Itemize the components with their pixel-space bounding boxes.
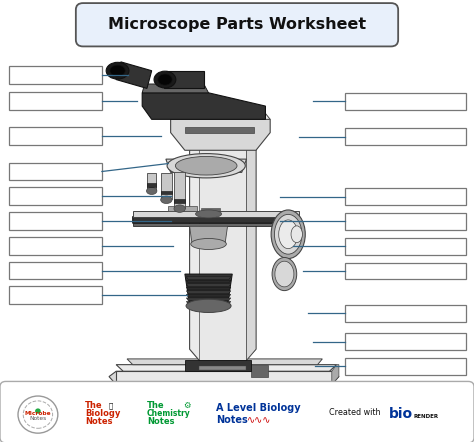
Polygon shape	[186, 287, 231, 290]
FancyBboxPatch shape	[345, 358, 466, 375]
Text: Chemistry: Chemistry	[147, 409, 191, 418]
FancyBboxPatch shape	[345, 238, 466, 255]
Polygon shape	[186, 280, 231, 283]
Bar	[168, 206, 197, 211]
FancyBboxPatch shape	[9, 212, 102, 230]
Ellipse shape	[195, 210, 221, 218]
FancyBboxPatch shape	[345, 263, 466, 279]
Ellipse shape	[174, 205, 185, 212]
FancyBboxPatch shape	[345, 188, 466, 205]
FancyBboxPatch shape	[345, 128, 466, 145]
Bar	[174, 199, 185, 203]
Polygon shape	[171, 110, 270, 119]
Polygon shape	[199, 141, 246, 360]
Polygon shape	[186, 294, 231, 297]
Polygon shape	[190, 226, 228, 243]
Text: Biology: Biology	[85, 409, 121, 418]
Bar	[116, 383, 332, 388]
Polygon shape	[109, 371, 339, 385]
FancyBboxPatch shape	[9, 92, 102, 110]
Text: Notes: Notes	[29, 416, 46, 421]
FancyBboxPatch shape	[345, 305, 466, 322]
Polygon shape	[164, 71, 204, 88]
Polygon shape	[166, 159, 246, 172]
Polygon shape	[185, 127, 254, 133]
Text: The: The	[147, 401, 164, 410]
Polygon shape	[142, 93, 265, 119]
Text: RENDER: RENDER	[413, 414, 438, 419]
Ellipse shape	[161, 196, 172, 203]
Polygon shape	[332, 365, 339, 385]
Polygon shape	[185, 360, 251, 371]
FancyBboxPatch shape	[9, 286, 102, 304]
Ellipse shape	[158, 74, 172, 85]
Polygon shape	[161, 173, 172, 199]
Polygon shape	[116, 371, 332, 385]
FancyBboxPatch shape	[9, 187, 102, 205]
Ellipse shape	[175, 156, 237, 175]
Polygon shape	[147, 173, 156, 190]
Polygon shape	[174, 172, 185, 208]
Text: Created with: Created with	[329, 408, 381, 417]
Text: ∿∿∿: ∿∿∿	[247, 415, 271, 425]
Ellipse shape	[272, 257, 297, 291]
Bar	[199, 366, 246, 370]
Ellipse shape	[191, 239, 227, 249]
Polygon shape	[133, 217, 299, 223]
Ellipse shape	[291, 226, 302, 243]
Text: bio: bio	[389, 407, 413, 421]
Text: The: The	[85, 401, 103, 410]
Ellipse shape	[110, 65, 125, 76]
Ellipse shape	[106, 62, 129, 79]
Text: Notes: Notes	[147, 417, 174, 426]
Polygon shape	[186, 277, 231, 279]
Bar	[147, 183, 156, 187]
Polygon shape	[186, 284, 231, 286]
Polygon shape	[186, 298, 231, 301]
FancyBboxPatch shape	[76, 3, 398, 46]
Ellipse shape	[279, 220, 298, 248]
Polygon shape	[171, 119, 270, 150]
Polygon shape	[246, 141, 256, 360]
Polygon shape	[116, 365, 337, 371]
Text: A Level Biology: A Level Biology	[216, 403, 301, 412]
FancyBboxPatch shape	[9, 127, 102, 145]
Polygon shape	[186, 301, 231, 304]
Polygon shape	[127, 359, 322, 365]
Ellipse shape	[35, 408, 41, 414]
FancyBboxPatch shape	[345, 333, 466, 350]
Text: ⚙: ⚙	[183, 401, 191, 410]
Circle shape	[18, 396, 58, 433]
FancyBboxPatch shape	[345, 213, 466, 230]
Text: Microscope Parts Worksheet: Microscope Parts Worksheet	[108, 17, 366, 32]
FancyBboxPatch shape	[345, 93, 466, 110]
Polygon shape	[142, 84, 209, 93]
Polygon shape	[185, 274, 232, 305]
Polygon shape	[116, 62, 152, 88]
Text: Microbe: Microbe	[25, 411, 51, 416]
Ellipse shape	[186, 299, 231, 312]
FancyBboxPatch shape	[0, 381, 474, 442]
FancyBboxPatch shape	[9, 237, 102, 255]
Polygon shape	[251, 365, 268, 377]
Polygon shape	[186, 291, 231, 293]
Ellipse shape	[154, 71, 176, 88]
Polygon shape	[133, 223, 289, 226]
Bar	[161, 191, 172, 194]
FancyBboxPatch shape	[9, 262, 102, 279]
Text: Notes: Notes	[85, 417, 113, 426]
FancyBboxPatch shape	[9, 66, 102, 84]
Polygon shape	[190, 141, 256, 360]
Ellipse shape	[167, 154, 246, 178]
Ellipse shape	[275, 261, 294, 287]
Polygon shape	[133, 211, 299, 217]
Ellipse shape	[274, 214, 302, 254]
Ellipse shape	[146, 187, 157, 194]
Ellipse shape	[271, 210, 305, 259]
Text: 🍃: 🍃	[109, 403, 113, 409]
Bar	[201, 208, 220, 211]
Text: Notes: Notes	[216, 415, 247, 425]
FancyBboxPatch shape	[9, 163, 102, 180]
